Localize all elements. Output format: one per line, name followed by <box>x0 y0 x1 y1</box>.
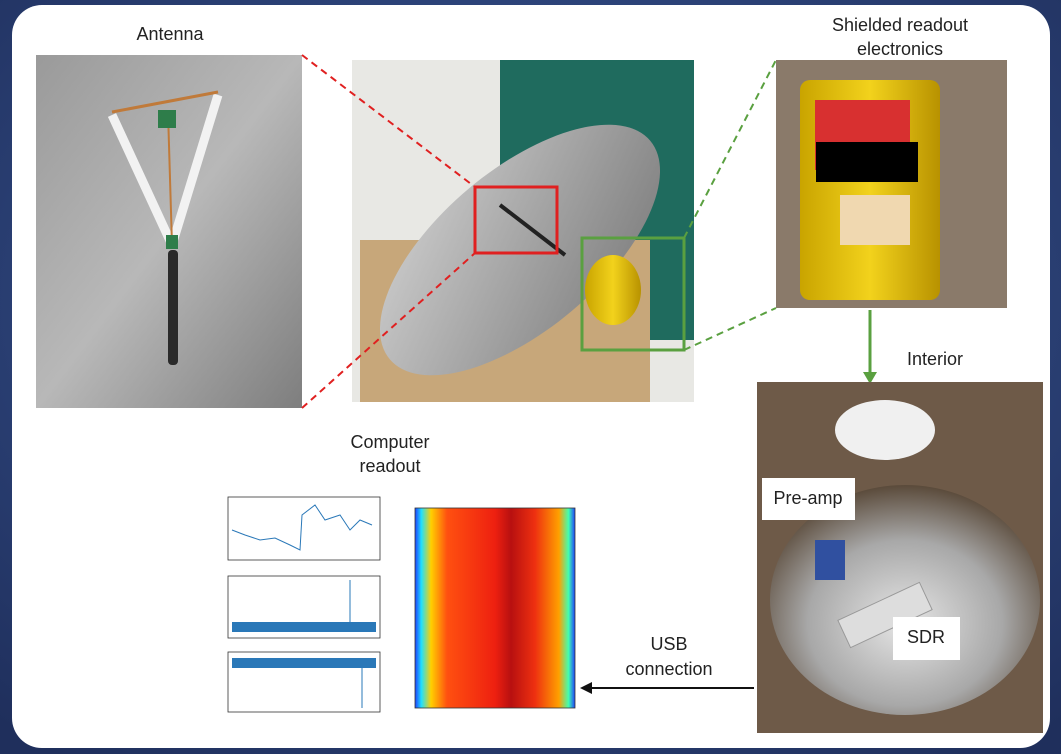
zoom-line <box>683 59 777 239</box>
antenna-photo <box>36 55 302 408</box>
arrow-head <box>580 682 592 694</box>
label: Shielded readout <box>832 15 968 35</box>
electronics-highlight <box>580 236 686 352</box>
label: USB <box>650 634 687 654</box>
label: Interior <box>907 349 963 369</box>
interior-photo <box>757 382 1043 733</box>
arrow-head <box>863 372 877 384</box>
label: SDR <box>907 627 945 647</box>
shielded-photo <box>776 60 1007 308</box>
zoom-line <box>683 307 777 351</box>
label: Antenna <box>136 24 204 44</box>
readout-plots <box>227 496 576 713</box>
zoom-line <box>301 252 476 409</box>
label: readout <box>359 456 420 476</box>
label: Computer <box>350 432 429 452</box>
zoom-line <box>301 54 476 188</box>
label: Pre-amp <box>773 488 842 508</box>
antenna-highlight <box>473 185 559 255</box>
dish-photo <box>352 60 694 402</box>
label: connection <box>625 659 712 679</box>
label-box <box>893 617 960 660</box>
label-box <box>762 478 855 520</box>
label: electronics <box>857 39 943 59</box>
